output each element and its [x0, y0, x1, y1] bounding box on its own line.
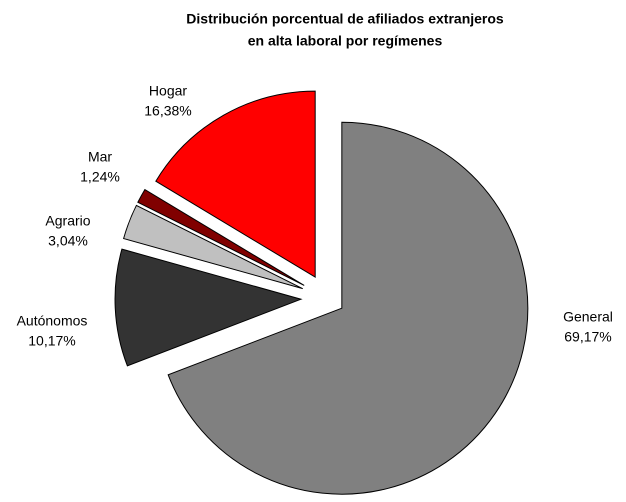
slice-value-label: 10,17%: [28, 333, 75, 349]
slice-value-label: 16,38%: [144, 103, 191, 119]
pie-slice: [155, 90, 316, 278]
chart-title: Distribución porcentual de afiliados ext…: [186, 11, 504, 27]
slice-label: Autónomos: [17, 313, 88, 329]
pie-slice: [167, 121, 529, 495]
slice-label: Mar: [88, 149, 112, 165]
slice-value-label: 3,04%: [48, 233, 88, 249]
pie-slice: [122, 204, 303, 290]
slice-value-label: 1,24%: [80, 169, 120, 185]
slice-label: General: [563, 309, 613, 325]
slice-label: Agrario: [45, 213, 90, 229]
chart-title: en alta laboral por regímenes: [248, 33, 443, 49]
pie-slice: [114, 248, 303, 367]
slice-label: Hogar: [149, 83, 187, 99]
slice-value-label: 69,17%: [564, 329, 611, 345]
pie-slice: [137, 188, 305, 286]
